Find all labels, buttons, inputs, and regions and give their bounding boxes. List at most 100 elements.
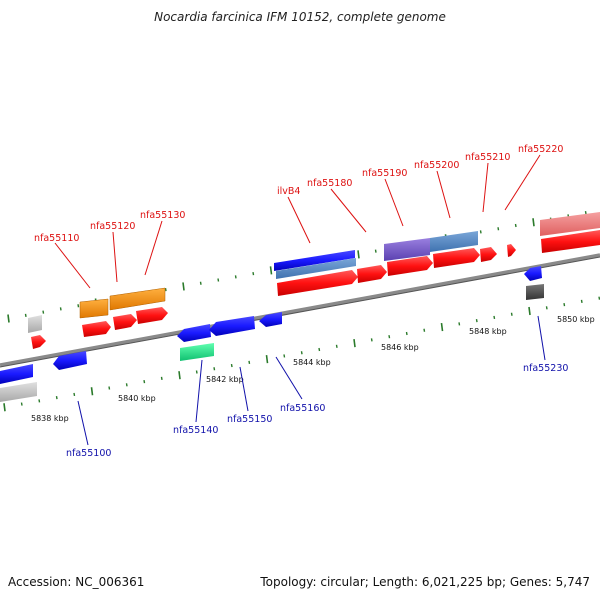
scale-tick — [497, 227, 500, 231]
scale-tick — [143, 379, 146, 384]
gene-arrow-forward[interactable] — [387, 256, 433, 276]
scale-tick — [335, 344, 338, 348]
scale-tick — [7, 314, 10, 323]
scale-tick — [479, 230, 482, 234]
gene-block[interactable] — [28, 315, 42, 333]
gene-arrow-reverse[interactable] — [53, 351, 87, 370]
scale-tick — [423, 328, 426, 332]
scale-tick — [42, 310, 45, 314]
gene-label[interactable]: nfa55120 — [90, 221, 135, 232]
gene-block[interactable] — [526, 284, 544, 300]
scale-tick — [374, 249, 377, 253]
gene-label[interactable]: nfa55200 — [414, 160, 459, 171]
scale-tick — [388, 335, 391, 339]
position-labels: 5838 kbp 5840 kbp 5842 kbp 5844 kbp 5846… — [31, 315, 595, 423]
scale-tick — [532, 218, 535, 227]
position-label: 5846 kbp — [381, 343, 419, 352]
scale-tick — [514, 223, 517, 228]
bottom-gene-labels: nfa55100 nfa55140 nfa55150 nfa55160 nfa5… — [66, 363, 568, 459]
gene-label[interactable]: nfa55150 — [227, 414, 272, 425]
scale-tick — [405, 331, 408, 336]
scale-tick — [357, 250, 360, 259]
gene-arrow-forward[interactable] — [357, 265, 387, 283]
gene-block[interactable] — [109, 287, 166, 311]
gene-arrow-forward[interactable] — [541, 230, 600, 253]
gene-label[interactable]: nfa55210 — [465, 152, 510, 163]
topology-text: Topology: circular; Length: 6,021,225 bp… — [260, 575, 590, 589]
gene-block[interactable] — [276, 258, 356, 279]
gene-label[interactable]: nfa55190 — [362, 168, 407, 179]
forward-strand-genes — [31, 230, 600, 349]
top-label-leaders — [54, 154, 541, 289]
scale-tick — [493, 315, 496, 320]
scale-tick — [108, 386, 111, 390]
gene-arrow-forward[interactable] — [31, 335, 46, 349]
gene-arrow-forward[interactable] — [507, 244, 516, 257]
scale-tick — [545, 306, 548, 310]
scale-tick — [458, 322, 461, 326]
gene-arrow-reverse[interactable] — [209, 316, 255, 336]
gene-block[interactable] — [274, 250, 355, 271]
bottom-label-leaders — [77, 315, 546, 446]
gene-label[interactable]: nfa55110 — [34, 233, 79, 244]
scale-tick — [217, 278, 220, 282]
genome-backbone — [0, 253, 600, 367]
gene-arrow-forward[interactable] — [82, 321, 111, 337]
gene-block[interactable] — [384, 238, 430, 261]
gene-block[interactable] — [79, 298, 109, 319]
position-label: 5838 kbp — [31, 414, 69, 423]
gene-label[interactable]: nfa55140 — [173, 425, 218, 436]
gene-arrow-forward[interactable] — [136, 307, 168, 324]
scale-tick — [199, 281, 202, 285]
scale-tick — [252, 272, 255, 276]
gene-arrow-reverse[interactable] — [0, 364, 33, 384]
gene-block[interactable] — [540, 212, 600, 236]
gene-arrow-forward[interactable] — [433, 248, 480, 268]
scale-tick — [195, 370, 198, 374]
scale-tick — [370, 338, 373, 342]
scale-tick — [440, 322, 444, 332]
scale-tick — [77, 304, 80, 308]
gene-block[interactable] — [430, 231, 478, 252]
gene-label[interactable]: nfa55130 — [140, 210, 185, 221]
scale-tick — [510, 312, 513, 316]
position-label: 5840 kbp — [118, 394, 156, 403]
scale-tick — [73, 392, 76, 397]
gene-label[interactable]: nfa55230 — [523, 363, 568, 374]
scale-tick — [265, 355, 269, 364]
tick-row-lower — [3, 296, 600, 412]
gene-label[interactable]: nfa55180 — [307, 178, 352, 189]
gene-arrow-reverse[interactable] — [177, 324, 211, 342]
feature-track-lower — [0, 284, 544, 402]
genome-backbone-shadow — [0, 256, 600, 368]
scale-tick — [125, 383, 128, 387]
scale-tick — [24, 313, 27, 317]
scale-tick — [300, 351, 303, 355]
gene-arrow-forward[interactable] — [277, 270, 358, 296]
scale-tick — [90, 387, 94, 396]
gene-arrow-reverse[interactable] — [259, 312, 282, 327]
scale-tick — [584, 211, 587, 215]
gene-label[interactable]: nfa55220 — [518, 144, 563, 155]
position-label: 5850 kbp — [557, 315, 595, 324]
gene-arrow-forward[interactable] — [113, 314, 137, 330]
reverse-strand-genes — [0, 266, 542, 384]
scale-tick — [528, 306, 531, 316]
gene-label[interactable]: nfa55100 — [66, 448, 111, 459]
gene-arrow-forward[interactable] — [480, 247, 497, 262]
genome-title: Nocardia farcinica IFM 10152, complete g… — [154, 10, 446, 24]
scale-tick — [563, 302, 566, 307]
gene-label[interactable]: nfa55160 — [280, 403, 325, 414]
gene-block[interactable] — [0, 382, 37, 402]
gene-arrow-reverse[interactable] — [524, 266, 542, 281]
gene-label[interactable]: ilvB4 — [277, 186, 300, 197]
scale-tick — [598, 296, 600, 300]
scale-tick — [269, 266, 273, 275]
scale-tick — [38, 399, 41, 403]
gene-block[interactable] — [180, 343, 214, 361]
scale-tick — [318, 347, 321, 352]
scale-tick — [164, 288, 167, 292]
top-gene-labels: nfa55110 nfa55120 nfa55130 ilvB4 nfa5518… — [34, 144, 563, 244]
scale-tick — [55, 396, 58, 400]
